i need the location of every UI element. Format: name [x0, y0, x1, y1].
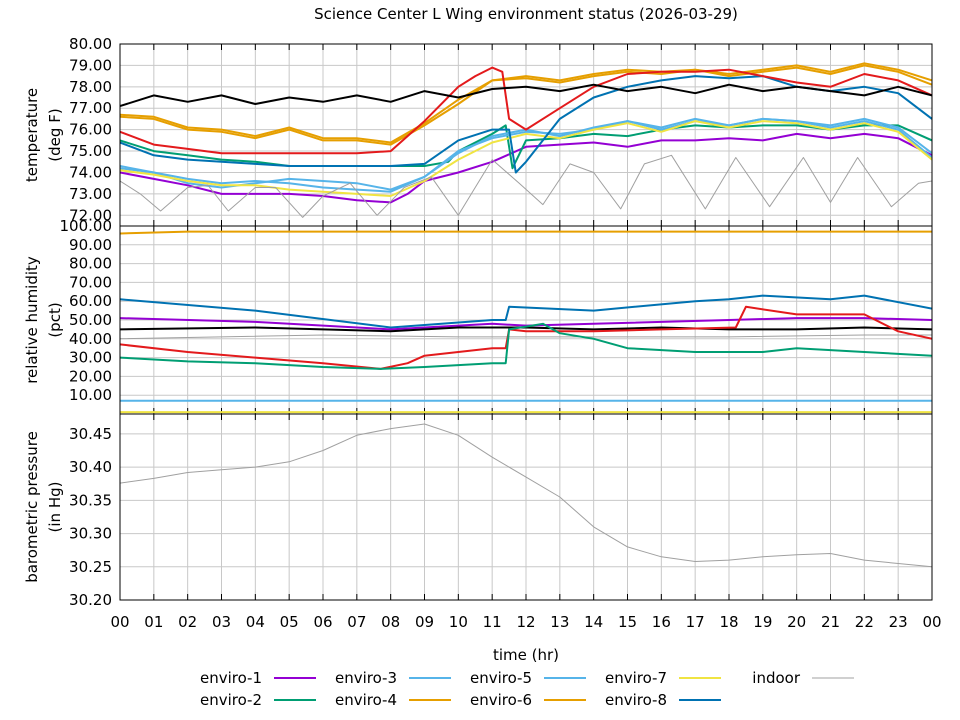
pressure-series-group: [120, 423, 932, 568]
y-axis-unit-label: (in Hg): [46, 482, 64, 533]
y-tick-label: 30.30: [69, 525, 112, 543]
y-axis-label: temperature: [23, 88, 41, 182]
series-line-enviro-8: [120, 294, 932, 329]
legend-label: enviro-8: [605, 691, 667, 709]
series-line-enviro-7: [120, 120, 932, 197]
series-line-enviro-8-black-: [120, 326, 932, 333]
legend-label: enviro-6: [470, 691, 532, 709]
pressure-panel: 30.20 30.25 30.30 30.35 30.40 30.45 barometric…: [23, 413, 933, 609]
legend-label: enviro-3: [335, 669, 397, 687]
y-tick-label: 73.00: [69, 185, 112, 203]
x-axis-tick-labels: 00 01 02 03 04 05 06 07 08 09 10 11 12 13 14 15 16 17 18 19…: [110, 613, 941, 631]
y-tick-label: 76.00: [69, 121, 112, 139]
series-line-enviro-1: [120, 132, 932, 204]
y-tick-label: 30.00: [69, 349, 112, 367]
x-tick-label: 01: [144, 613, 163, 631]
series-line-enviro-4: [120, 230, 932, 235]
x-tick-label: 14: [584, 613, 603, 631]
x-tick-label: 10: [449, 613, 468, 631]
y-tick-label: 30.20: [69, 591, 112, 609]
x-tick-label: 02: [178, 613, 197, 631]
x-tick-label: 16: [652, 613, 671, 631]
x-tick-label: 09: [415, 613, 434, 631]
y-tick-label: 80.00: [69, 255, 112, 273]
x-tick-label: 11: [483, 613, 502, 631]
y-tick-label: 90.00: [69, 236, 112, 254]
x-tick-label: 19: [753, 613, 772, 631]
legend-label: enviro-2: [200, 691, 262, 709]
y-tick-label: 80.00: [69, 35, 112, 53]
x-tick-label: 12: [516, 613, 535, 631]
x-tick-label: 20: [787, 613, 806, 631]
x-tick-label: 07: [347, 613, 366, 631]
legend-label: enviro-7: [605, 669, 667, 687]
x-tick-label: 21: [821, 613, 840, 631]
y-tick-label: 100.00: [60, 217, 113, 235]
series-line-enviro-2: [120, 124, 932, 170]
chart-title: Science Center L Wing environment status…: [314, 5, 738, 23]
y-tick-label: 79.00: [69, 56, 112, 74]
series-line-indoor: [120, 154, 932, 218]
series-line-enviro-8-black-: [120, 83, 932, 108]
y-tick-label: 20.00: [69, 367, 112, 385]
panel-frame: [119, 413, 933, 601]
x-tick-label: 08: [381, 613, 400, 631]
y-axis-unit-label: (deg F): [46, 108, 64, 161]
y-axis-label: relative humidity: [23, 256, 41, 384]
y-tick-label: 50.00: [69, 311, 112, 329]
y-tick-label: 77.00: [69, 99, 112, 117]
y-tick-label: 72.00: [69, 206, 112, 224]
x-tick-label: 00: [110, 613, 129, 631]
legend-label: enviro-4: [335, 691, 397, 709]
y-tick-label: 60.00: [69, 292, 112, 310]
temperature-series-group: [120, 62, 932, 218]
humidity-series-group: [120, 230, 932, 414]
series-line-enviro-1: [120, 317, 932, 331]
legend-label: indoor: [752, 669, 801, 687]
x-tick-label: 22: [855, 613, 874, 631]
y-tick-label: 30.25: [69, 558, 112, 576]
x-tick-label: 15: [618, 613, 637, 631]
x-tick-label: 06: [313, 613, 332, 631]
y-tick-label: 10.00: [69, 386, 112, 404]
y-tick-label: 30.35: [69, 491, 112, 509]
x-axis-label: time (hr): [493, 646, 559, 664]
y-axis-label: barometric pressure: [23, 431, 41, 583]
y-tick-label: 30.40: [69, 458, 112, 476]
x-tick-label: 13: [550, 613, 569, 631]
y-tick-label: 40.00: [69, 330, 112, 348]
series-line-enviro-4: [120, 62, 932, 146]
humidity-panel: 10.0020.0030.0040.0050.0060.0070.0080.00…: [23, 217, 933, 415]
legend-label: enviro-1: [200, 669, 262, 687]
y-tick-label: 75.00: [69, 142, 112, 160]
x-tick-label: 18: [719, 613, 738, 631]
x-tick-label: 03: [212, 613, 231, 631]
temperature-panel: 72.00 73.00 74.00 75.00 76.00 77.00 78.00 79.00…: [23, 35, 933, 227]
x-tick-label: 23: [889, 613, 908, 631]
y-tick-label: 70.00: [69, 273, 112, 291]
x-tick-label: 04: [246, 613, 265, 631]
x-tick-label: 00: [922, 613, 941, 631]
y-axis-unit-label: (pct): [46, 302, 64, 337]
series-line-enviro-7-red-: [120, 66, 932, 155]
x-tick-label: 05: [280, 613, 299, 631]
series-line-indoor: [120, 334, 932, 340]
y-tick-label: 30.45: [69, 425, 112, 443]
series-line-enviro-8: [120, 75, 932, 174]
legend-label: enviro-5: [470, 669, 532, 687]
series-line-enviro-6: [120, 64, 932, 144]
series-line-enviro-2: [120, 322, 932, 370]
y-tick-label: 78.00: [69, 78, 112, 96]
series-line-indoor: [120, 423, 932, 568]
y-tick-label: 74.00: [69, 163, 112, 181]
x-tick-label: 17: [686, 613, 705, 631]
legend: enviro-1 enviro-2 enviro-3 enviro-4 enviro-5…: [200, 669, 854, 709]
